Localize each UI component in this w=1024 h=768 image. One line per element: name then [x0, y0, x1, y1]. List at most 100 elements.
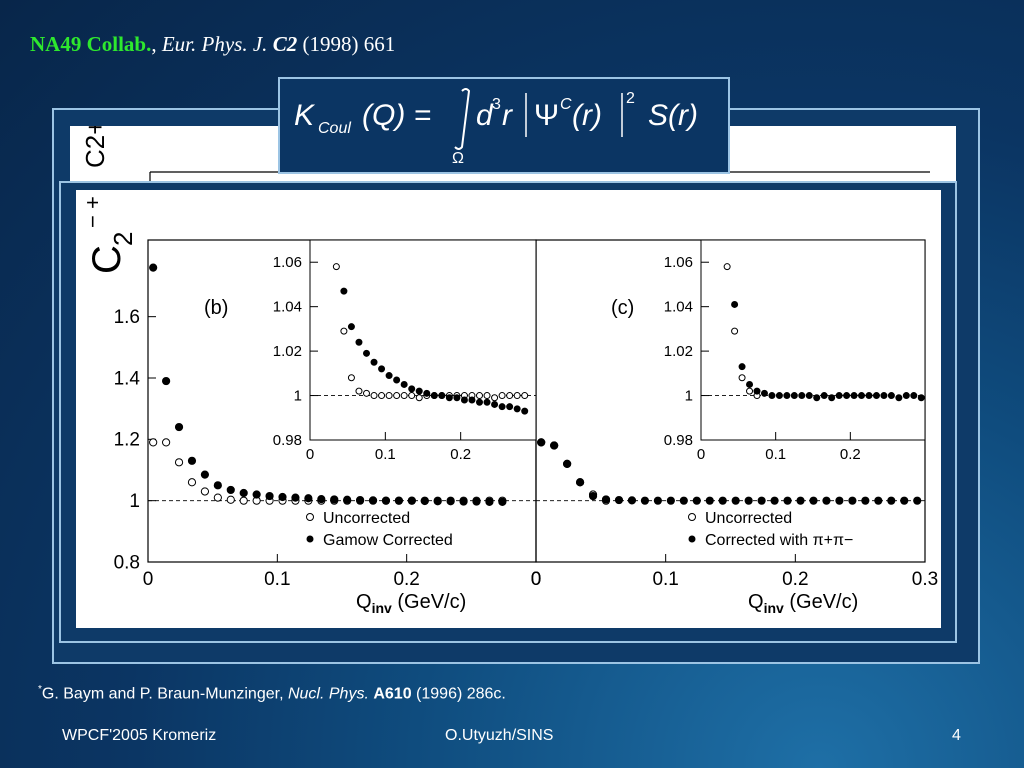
data-point	[813, 394, 821, 402]
data-point	[226, 485, 235, 495]
y-tick-label: 1.06	[664, 254, 693, 271]
correlation-plot: C 2 − + 0.8 1 1.2 1.4 1.6 0 0.1 0.2 0 0 0.1 0.2 0.3…	[80, 196, 938, 616]
data-point	[858, 392, 866, 400]
data-point	[408, 392, 416, 400]
x-tick-label: 0	[531, 569, 542, 590]
data-point	[363, 349, 370, 357]
data-point	[775, 392, 783, 400]
data-point	[213, 481, 222, 490]
data-point	[476, 392, 483, 400]
data-point	[835, 392, 843, 400]
data-point	[400, 380, 408, 388]
data-point	[809, 496, 818, 505]
x-tick-label: 0	[143, 569, 154, 590]
data-point	[865, 392, 873, 400]
data-point	[385, 372, 393, 380]
formula-psi-argument: (r)	[572, 99, 602, 132]
data-point	[872, 392, 880, 400]
data-point	[187, 478, 197, 487]
data-point	[768, 392, 776, 400]
data-point	[491, 400, 499, 408]
data-point	[174, 422, 184, 432]
data-point	[746, 387, 754, 395]
y-tick-label: 1.4	[114, 368, 141, 389]
data-point	[415, 394, 423, 402]
panel-label-c: (c)	[611, 297, 634, 319]
data-point	[433, 497, 442, 506]
data-point	[738, 363, 746, 371]
data-point	[200, 487, 210, 496]
x-tick-label: 0	[306, 446, 314, 463]
data-point	[828, 394, 836, 402]
data-point	[723, 263, 731, 271]
data-point	[265, 491, 274, 501]
data-point	[614, 495, 624, 505]
formula-cube: 3	[492, 96, 501, 113]
collaboration-name: NA49 Collab.	[30, 32, 152, 56]
data-point	[393, 392, 401, 400]
data-point	[601, 495, 611, 504]
x-tick-label: 0.2	[393, 569, 419, 590]
data-point	[485, 497, 494, 506]
formula-argument: (Q) =	[362, 99, 431, 132]
svg-text:C2+−: C2+−	[80, 126, 110, 168]
data-point	[575, 478, 585, 487]
data-point	[887, 392, 895, 400]
data-point	[370, 392, 378, 400]
inset-b-data: 0.98 1 1.02 1.04 1.06 0 0.1 0.2	[273, 254, 536, 463]
data-point	[783, 392, 791, 400]
x-tick-label: 0	[697, 446, 705, 463]
data-point	[239, 488, 248, 498]
footnote-authors: G. Baym and P. Braun-Munzinger,	[41, 685, 288, 703]
data-point	[378, 365, 386, 373]
y-tick-label: 1	[129, 491, 140, 512]
footnote-rest: (1996) 286c.	[411, 685, 506, 703]
formula-source-function: S(r)	[648, 99, 698, 132]
formula-r: r	[502, 99, 513, 132]
data-point	[731, 496, 740, 505]
data-point	[550, 441, 559, 450]
data-point	[917, 394, 925, 402]
data-point	[822, 496, 831, 505]
y-tick-label: 0.98	[664, 432, 693, 449]
legend-b-filled-marker	[306, 535, 314, 543]
formula-psi-superscript: C	[560, 96, 572, 113]
inset-c-data: 0.98 1 1.02 1.04 1.06 0 0.1 0.2	[664, 254, 925, 463]
x-tick-label: 0.1	[765, 446, 786, 463]
data-point	[415, 387, 423, 395]
data-point	[521, 407, 529, 415]
data-point	[653, 496, 662, 505]
data-point	[174, 458, 184, 467]
integral-domain: Ω	[452, 150, 464, 167]
data-point	[910, 392, 918, 400]
data-point	[459, 497, 468, 506]
data-point	[393, 376, 401, 384]
inset-b-frame	[309, 239, 537, 441]
header-separator: ,	[151, 32, 157, 56]
data-point	[835, 496, 844, 505]
data-point	[491, 394, 499, 402]
data-point	[895, 394, 903, 402]
inset-c-frame	[700, 239, 926, 441]
data-point	[407, 496, 416, 505]
data-point	[408, 385, 416, 393]
data-point	[394, 496, 404, 505]
data-point	[340, 327, 348, 335]
data-point	[498, 403, 506, 411]
journal-name: Eur. Phys. J.	[161, 32, 268, 56]
data-point	[718, 496, 727, 505]
data-point	[666, 496, 675, 505]
data-point	[627, 496, 637, 505]
data-point	[162, 376, 171, 386]
header-citation: NA49 Collab., Eur. Phys. J. C2 (1998) 66…	[30, 32, 395, 57]
data-point	[498, 392, 506, 400]
data-point	[226, 495, 235, 504]
data-point	[347, 323, 355, 331]
x-tick-label: 0.2	[782, 569, 808, 590]
data-point	[278, 492, 287, 502]
data-point	[468, 396, 476, 404]
data-point	[291, 493, 300, 502]
x-tick-label: 0.2	[450, 446, 471, 463]
data-point	[304, 494, 313, 503]
data-point	[588, 491, 598, 501]
